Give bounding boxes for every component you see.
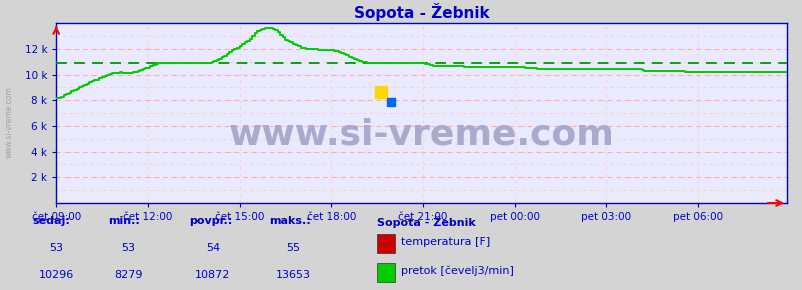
Text: sedaj:: sedaj: (32, 216, 70, 226)
Text: 10872: 10872 (195, 270, 230, 280)
Text: pretok [čevelj3/min]: pretok [čevelj3/min] (401, 265, 514, 276)
Text: www.si-vreme.com: www.si-vreme.com (5, 86, 14, 158)
Text: temperatura [F]: temperatura [F] (401, 237, 490, 247)
Text: povpr.:: povpr.: (188, 216, 232, 226)
Text: 10296: 10296 (38, 270, 74, 280)
Text: 54: 54 (205, 243, 220, 253)
Text: www.si-vreme.com: www.si-vreme.com (229, 118, 614, 152)
Text: 55: 55 (286, 243, 300, 253)
Text: min.:: min.: (108, 216, 140, 226)
Text: Sopota - Žebnik: Sopota - Žebnik (377, 216, 476, 228)
Text: 53: 53 (49, 243, 63, 253)
Text: 53: 53 (121, 243, 136, 253)
Text: maks.:: maks.: (269, 216, 310, 226)
Bar (377, 235, 395, 253)
Title: Sopota - Žebnik: Sopota - Žebnik (354, 3, 488, 21)
Bar (377, 263, 395, 282)
Text: 8279: 8279 (114, 270, 143, 280)
Text: 13653: 13653 (275, 270, 310, 280)
